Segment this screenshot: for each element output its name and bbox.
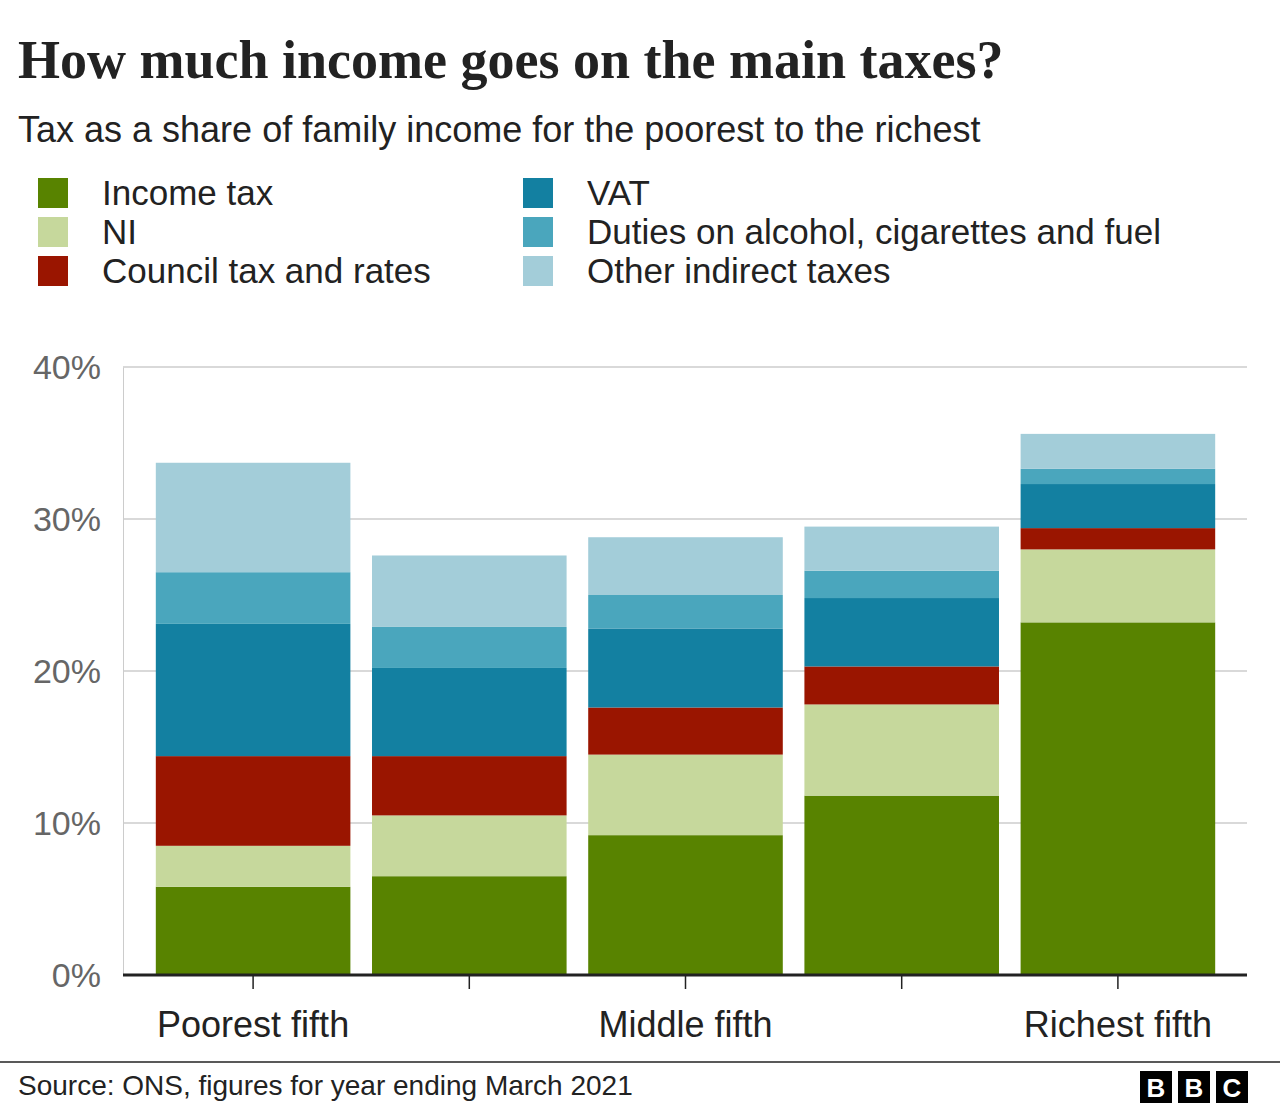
bars	[156, 434, 1215, 975]
bar	[588, 755, 783, 836]
logo-box	[1178, 1071, 1210, 1103]
y-tick-label: 0%	[52, 956, 101, 994]
bar	[156, 624, 351, 756]
legend-swatch	[523, 217, 553, 247]
legend-swatch	[523, 256, 553, 286]
bar	[1021, 622, 1216, 975]
title: How much income goes on the main taxes?	[18, 30, 1003, 90]
x-tick-label: Middle fifth	[598, 1004, 772, 1045]
bar	[156, 756, 351, 846]
bar	[372, 627, 567, 668]
bar	[156, 572, 351, 624]
legend-item: Other indirect taxes	[523, 251, 890, 290]
bar	[1021, 484, 1216, 528]
y-tick: 40%	[33, 348, 123, 386]
legend-item: Income tax	[38, 173, 274, 212]
subtitle: Tax as a share of family income for the …	[18, 109, 980, 150]
logo-box	[1216, 1071, 1248, 1103]
series	[156, 549, 1215, 886]
bar	[372, 756, 567, 815]
x-axis: Poorest fifth Middle fifth Richest fifth	[123, 975, 1247, 1045]
logo-letter: B	[1185, 1073, 1204, 1103]
series	[156, 434, 1215, 627]
legend-item: VAT	[523, 173, 650, 212]
legend-swatch	[38, 256, 68, 286]
y-tick: 10%	[33, 804, 123, 842]
logo-letter: C	[1223, 1073, 1242, 1103]
grid-line	[123, 366, 1247, 368]
bar	[804, 571, 999, 598]
legend-item: Duties on alcohol, cigarettes and fuel	[523, 212, 1161, 251]
bar	[588, 595, 783, 628]
bar	[1021, 434, 1216, 469]
y-tick-label: 10%	[33, 804, 101, 842]
legend: Income taxNICouncil tax and rates VATDuti…	[38, 173, 1161, 290]
y-tick: 20%	[33, 652, 123, 690]
series	[156, 528, 1215, 846]
y-tick: 30%	[33, 500, 123, 538]
bar	[156, 846, 351, 887]
grid	[123, 367, 1247, 975]
bar	[804, 704, 999, 795]
y-tick: 0%	[52, 956, 123, 994]
bar	[804, 527, 999, 571]
x-tick	[469, 975, 470, 989]
bar	[156, 887, 351, 975]
bar	[1021, 528, 1216, 549]
legend-item: NI	[38, 212, 137, 251]
y-tick-label: 30%	[33, 500, 101, 538]
y-axis-line	[123, 368, 124, 976]
bar	[372, 668, 567, 756]
legend-swatch	[38, 217, 68, 247]
x-tick-mark	[901, 975, 903, 989]
x-tick: Middle fifth	[598, 975, 772, 1045]
legend-item: Council tax and rates	[38, 251, 431, 290]
x-tick-label: Richest fifth	[1024, 1004, 1212, 1045]
bar	[804, 796, 999, 975]
y-tick-label: 20%	[33, 652, 101, 690]
x-tick-mark	[252, 975, 254, 989]
logo: BBC	[1140, 1071, 1248, 1103]
x-tick-mark	[685, 975, 687, 989]
bar	[588, 835, 783, 975]
x-tick: Richest fifth	[1024, 975, 1212, 1045]
legend-label: VAT	[587, 173, 650, 212]
legend-swatch	[523, 178, 553, 208]
series	[156, 622, 1215, 975]
legend-label: Duties on alcohol, cigarettes and fuel	[587, 212, 1161, 251]
bar	[156, 463, 351, 572]
bar	[372, 555, 567, 626]
logo-letter: B	[1147, 1073, 1166, 1103]
bar	[804, 666, 999, 704]
source: Source: ONS, figures for year ending Mar…	[18, 1070, 633, 1101]
bar	[804, 598, 999, 666]
legend-label: Council tax and rates	[102, 251, 431, 290]
footer-rule	[0, 1061, 1280, 1063]
bar	[1021, 469, 1216, 484]
x-tick-mark	[469, 975, 471, 989]
legend-label: NI	[102, 212, 137, 251]
legend-swatch	[38, 178, 68, 208]
chart: How much income goes on the main taxes? T…	[0, 0, 1280, 1110]
x-tick-mark	[1117, 975, 1119, 989]
logo-box	[1140, 1071, 1172, 1103]
bar	[588, 537, 783, 595]
legend-label: Other indirect taxes	[587, 251, 890, 290]
y-axis: 0% 10% 20% 30% 40%	[33, 348, 124, 994]
bar	[588, 707, 783, 754]
x-tick-label: Poorest fifth	[157, 1004, 349, 1045]
legend-label: Income tax	[102, 173, 274, 212]
bar	[372, 815, 567, 876]
bar	[1021, 549, 1216, 622]
bar	[588, 628, 783, 707]
x-tick	[901, 975, 902, 989]
x-tick: Poorest fifth	[157, 975, 349, 1045]
bar	[372, 876, 567, 975]
y-tick-label: 40%	[33, 348, 101, 386]
